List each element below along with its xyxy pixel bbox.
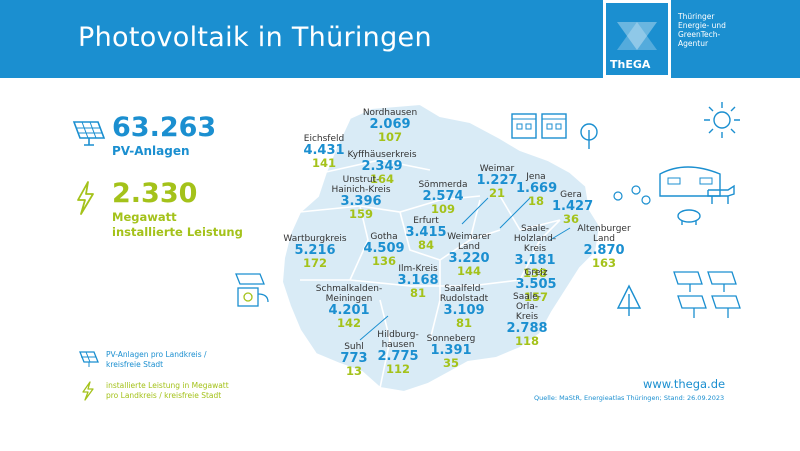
district-greiz: Greiz 3.505 157 (515, 268, 557, 304)
district-altenburger-land: Altenburger Land 2.870 163 (577, 224, 631, 270)
district-gera: Gera 1.427 36 (552, 190, 594, 226)
pig-icon (677, 209, 701, 225)
ev-charger-icon (235, 273, 269, 307)
district-saale-holzland-kreis: Saale- Holzland- Kreis 3.181 138 (513, 224, 557, 280)
district-erfurt: Erfurt 3.415 84 (405, 216, 447, 252)
district-eichsfeld: Eichsfeld 4.431 141 (303, 134, 345, 170)
district-ilm-kreis: Ilm-Kreis 3.168 81 (397, 264, 439, 300)
house-icon (511, 113, 567, 139)
capacity-label-1: Megawatt (112, 210, 177, 224)
district-weimar: Weimar 1.227 21 (476, 164, 518, 200)
tree-icon-2 (616, 284, 642, 316)
legend-lightning-icon (82, 381, 94, 401)
capacity-total: 2.330 (112, 178, 198, 209)
installations-total: 63.263 (112, 112, 217, 143)
page-title: Photovoltaik in Thüringen (78, 22, 432, 53)
logo-text: ThEGA (610, 58, 651, 71)
district-hildburghausen: Hildburg- hausen 2.775 112 (377, 330, 419, 376)
district-saalfeld-rudolstadt: Saalfeld- Rudolstadt 3.109 81 (439, 284, 489, 330)
district-jena: Jena 1.669 18 (516, 172, 558, 208)
capacity-label-2: installierte Leistung (112, 225, 243, 239)
sun-icon (704, 102, 740, 138)
legend-pv-text: PV-Anlagen pro Landkreis / kreisfreie St… (106, 350, 207, 369)
barn-icon (659, 166, 721, 197)
district-suhl: Suhl 773 13 (340, 342, 368, 378)
legend-mw-text: installierte Leistung in Megawatt pro La… (106, 381, 229, 400)
solar-field-icon (673, 271, 741, 318)
installations-label: PV-Anlagen (112, 144, 190, 158)
tree-icon (580, 123, 598, 149)
district-soemmerda: Sömmerda 2.574 109 (418, 180, 468, 216)
lightning-icon (77, 181, 94, 215)
bird-icon (613, 185, 651, 205)
district-nordhausen: Nordhausen 2.069 107 (362, 108, 418, 144)
website-link[interactable]: www.thega.de (643, 377, 726, 391)
district-saale-orla-kreis: Saale- Orla- Kreis 2.788 118 (506, 292, 548, 348)
district-schmalkalden-meiningen: Schmalkalden- Meiningen 4.201 142 (315, 284, 383, 330)
district-wartburgkreis: Wartburgkreis 5.216 172 (283, 234, 347, 270)
agency-name: Thüringer Energie- und GreenTech- Agentu… (678, 12, 726, 48)
district-weimarer-land: Weimarer Land 3.220 144 (447, 232, 491, 278)
logo-mark-icon (617, 22, 657, 50)
district-sonneberg: Sonneberg 1.391 35 (426, 334, 476, 370)
cow-icon (707, 184, 735, 204)
solar-panel-icon (72, 121, 106, 146)
thega-logo (606, 3, 668, 75)
district-gotha: Gotha 4.509 136 (363, 232, 405, 268)
source-note: Quelle: MaStR, Energieatlas Thüringen; S… (534, 394, 725, 402)
district-unstrut-hainich-kreis: Unstrut- Hainich-Kreis 3.396 159 (331, 175, 391, 221)
legend-solar-panel-icon (79, 351, 99, 367)
district-kyffhaeuserkreis: Kyffhäuserkreis 2.349 164 (347, 150, 417, 186)
